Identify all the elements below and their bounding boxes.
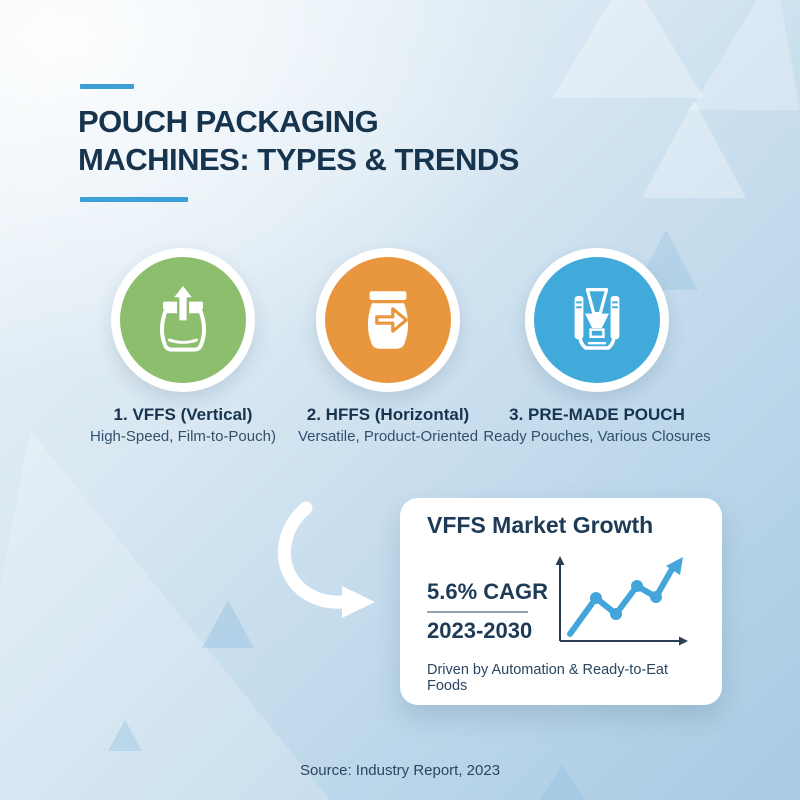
data-point-4: [650, 591, 662, 603]
hffs-circle: [325, 257, 451, 383]
premade-pouch-spout-icon: [574, 288, 620, 350]
curved-arrow-icon: [277, 501, 375, 618]
accent-line-top: [80, 84, 134, 89]
hffs-subtitle: Versatile, Product-Oriented: [297, 428, 479, 445]
data-point-2: [610, 608, 622, 620]
data-point-3: [631, 580, 643, 592]
trend-arrowhead: [666, 557, 683, 575]
vffs-subtitle: High-Speed, Film-to-Pouch): [90, 428, 276, 445]
growth-trend-chart: [555, 556, 688, 646]
x-axis-arrowhead: [679, 636, 688, 646]
vffs-circle: [120, 257, 246, 383]
growth-driver-caption: Driven by Automation & Ready-to-Eat Food…: [427, 662, 668, 694]
hffs-pouch-right-arrow-icon: [367, 291, 409, 349]
page-title-line1: POUCH PACKAGING: [78, 104, 379, 139]
y-axis-arrowhead: [555, 556, 565, 565]
growth-card-title: VFFS Market Growth: [427, 512, 654, 538]
cagr-period-divider: [427, 611, 528, 613]
forecast-period: 2023-2030: [427, 618, 533, 643]
machine-type-vffs: 1. VFFS (Vertical) High-Speed, Film-to-P…: [73, 248, 293, 446]
accent-line-bottom: [80, 197, 188, 202]
vffs-market-growth-card: VFFS Market Growth 5.6% CAGR 2023-2030 D…: [400, 498, 722, 705]
machine-type-premade: 3. PRE-MADE POUCH Ready Pouches, Various…: [482, 248, 712, 446]
vffs-circle-badge: [111, 248, 255, 392]
source-attribution: Source: Industry Report, 2023: [299, 762, 501, 779]
vffs-label: 1. VFFS (Vertical): [113, 405, 253, 424]
hffs-circle-badge: [316, 248, 460, 392]
hffs-label: 2. HFFS (Horizontal): [306, 405, 470, 424]
premade-subtitle: Ready Pouches, Various Closures: [483, 428, 711, 445]
page-title: POUCH PACKAGING MACHINES: TYPES & TRENDS: [78, 103, 519, 179]
premade-circle-badge: [525, 248, 669, 392]
machine-type-hffs: 2. HFFS (Horizontal) Versatile, Product-…: [278, 248, 498, 446]
data-point-1: [590, 592, 602, 604]
premade-label: 3. PRE-MADE POUCH: [509, 405, 685, 424]
page-title-line2: MACHINES: TYPES & TRENDS: [78, 142, 519, 177]
premade-circle: [534, 257, 660, 383]
vffs-pouch-up-arrow-icon: [160, 282, 206, 352]
cagr-value: 5.6% CAGR: [427, 579, 549, 604]
